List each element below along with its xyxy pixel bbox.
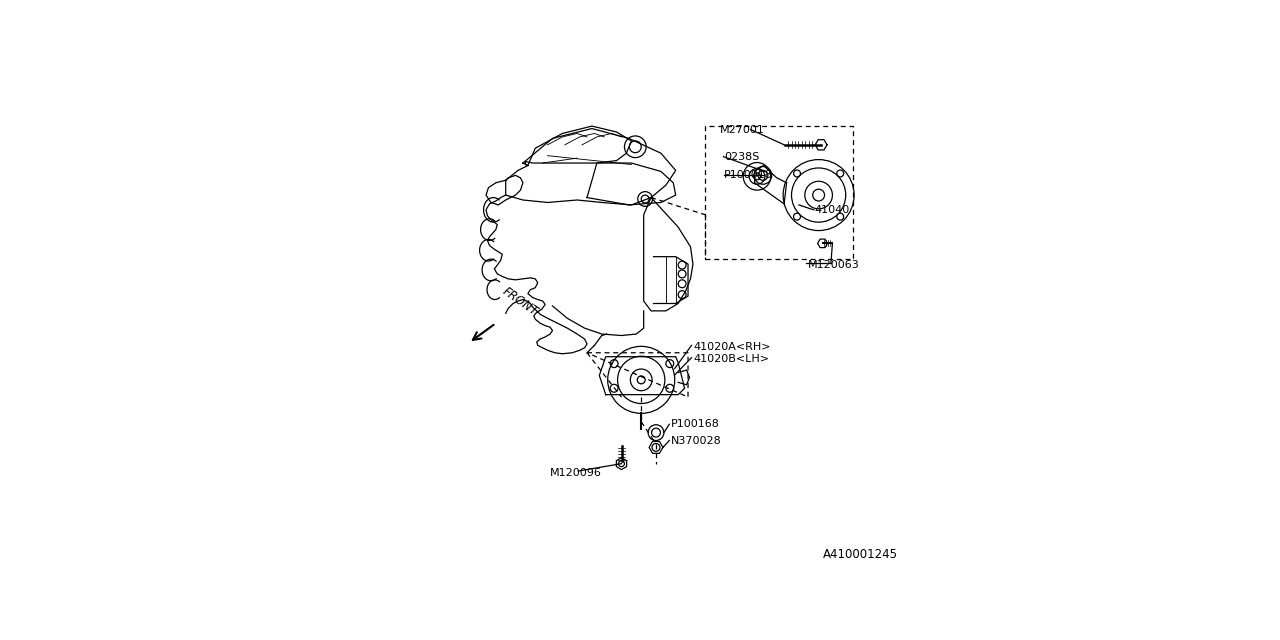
Text: P100018: P100018 [724,170,773,180]
Text: P100168: P100168 [671,419,719,429]
Text: 0238S: 0238S [724,152,759,162]
Text: M120096: M120096 [550,467,602,477]
Text: M27001: M27001 [721,125,765,134]
Text: N370028: N370028 [671,436,722,447]
Text: 41020A<RH>: 41020A<RH> [692,342,771,352]
Text: A410001245: A410001245 [823,548,897,561]
Text: 41040: 41040 [814,205,850,215]
Text: M120063: M120063 [808,260,860,270]
Text: 41020B<LH>: 41020B<LH> [692,354,769,364]
Text: FRONT: FRONT [499,285,540,318]
